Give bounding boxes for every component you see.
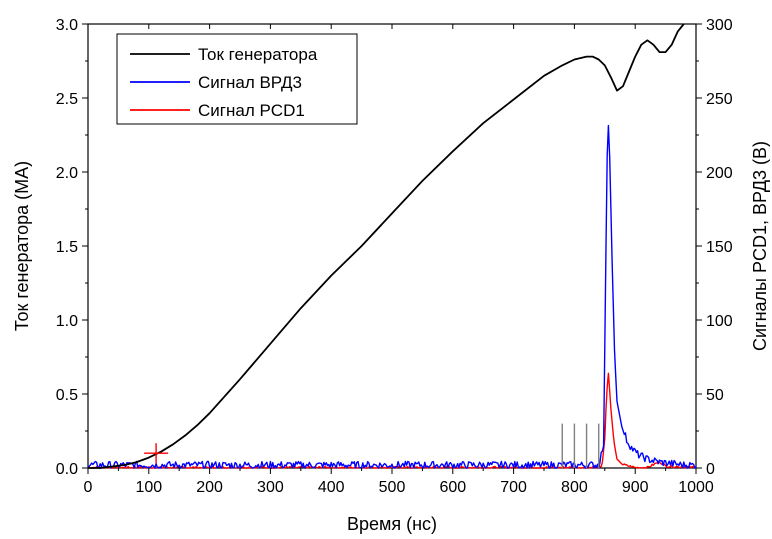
legend-box [116,33,358,125]
y-right-tick-label: 200 [706,165,733,182]
x-tick-label: 200 [196,479,223,496]
tick-layer: 0 100 200 300 400 500 600 700 800 900 10000.00.51.… [56,17,733,496]
y-axis-left-title: Ток генератора (MA) [12,161,32,331]
x-tick-label: 100 [135,479,162,496]
y-left-tick-label: 3.0 [56,17,78,34]
x-tick-label: 700 [500,479,527,496]
annotation-layer [144,423,600,468]
legend-label-vrd3: Сигнал ВРД3 [198,73,302,92]
y-right-tick-label: 250 [706,91,733,108]
x-tick-label: 0 [84,479,93,496]
legend-label-current: Ток генератора [198,45,318,64]
y-left-tick-label: 0.0 [56,461,78,478]
x-tick-label: 300 [257,479,284,496]
x-tick-label: 800 [561,479,588,496]
x-tick-label: 400 [318,479,345,496]
y-right-tick-label: 0 [706,461,715,478]
y-left-tick-label: 2.5 [56,91,78,108]
legend: Ток генератора Сигнал ВРД3 Сигнал PCD1 [116,33,358,125]
y-left-tick-label: 1.5 [56,239,78,256]
y-left-tick-label: 2.0 [56,165,78,182]
y-right-tick-label: 300 [706,17,733,34]
x-tick-label: 500 [379,479,406,496]
y-left-tick-label: 0.5 [56,387,78,404]
y-right-tick-label: 150 [706,239,733,256]
x-tick-label: 600 [439,479,466,496]
y-right-tick-label: 100 [706,313,733,330]
y-axis-right-title: Сигналы PCD1, ВРД3 (В) [750,141,770,351]
y-left-tick-label: 1.0 [56,313,78,330]
legend-label-pcd1: Сигнал PCD1 [198,101,305,120]
x-axis-title: Время (нс) [347,514,437,534]
x-tick-label: 1000 [678,479,714,496]
series-vrd3-line [87,124,697,469]
series-current-line [88,23,685,469]
y-right-tick-label: 50 [706,387,724,404]
x-tick-label: 900 [622,479,649,496]
